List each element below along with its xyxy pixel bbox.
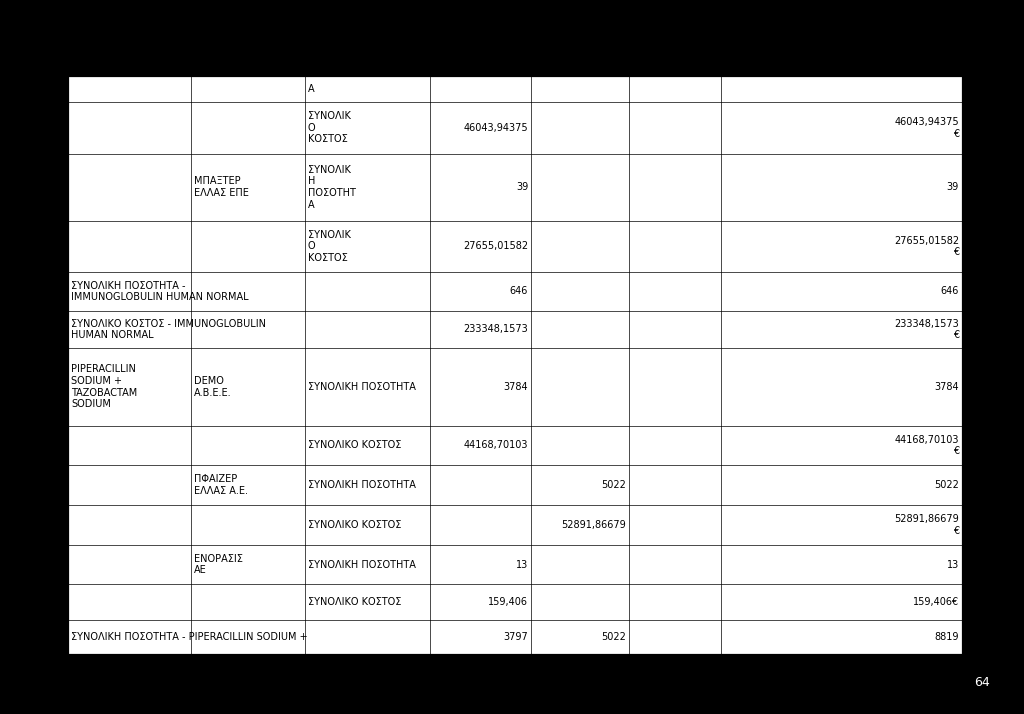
Text: 52891,86679: 52891,86679 (562, 520, 627, 530)
Text: 27655,01582: 27655,01582 (463, 241, 528, 251)
Text: ΣΥΝΟΛΙΚΟ ΚΟΣΤΟΣ: ΣΥΝΟΛΙΚΟ ΚΟΣΤΟΣ (308, 520, 401, 530)
Text: ΣΥΝΟΛΙΚΗ ΠΟΣΟΤΗΤΑ: ΣΥΝΟΛΙΚΗ ΠΟΣΟΤΗΤΑ (308, 480, 416, 490)
Text: 44168,70103: 44168,70103 (464, 441, 528, 451)
Text: 3784: 3784 (504, 382, 528, 392)
Text: Α: Α (308, 84, 314, 94)
Text: 5022: 5022 (601, 632, 627, 642)
Text: 64: 64 (974, 676, 990, 689)
Text: 5022: 5022 (601, 480, 627, 490)
Text: 5022: 5022 (934, 480, 959, 490)
Text: 27655,01582
€: 27655,01582 € (894, 236, 959, 257)
Text: ΜΠΑΞΤΕΡ
ΕΛΛΑΣ ΕΠΕ: ΜΠΑΞΤΕΡ ΕΛΛΑΣ ΕΠΕ (195, 176, 249, 198)
Text: ΣΥΝΟΛΙΚΗ ΠΟΣΟΤΗΤΑ: ΣΥΝΟΛΙΚΗ ΠΟΣΟΤΗΤΑ (308, 560, 416, 570)
Text: 159,406: 159,406 (488, 597, 528, 607)
Text: ΣΥΝΟΛΙΚΗ ΠΟΣΟΤΗΤΑ -
IMMUNOGLOBULIN HUMAN NORMAL: ΣΥΝΟΛΙΚΗ ΠΟΣΟΤΗΤΑ - IMMUNOGLOBULIN HUMAN… (71, 281, 249, 302)
Text: 646: 646 (510, 286, 528, 296)
Text: 13: 13 (516, 560, 528, 570)
Text: ΣΥΝΟΛΙΚΟ ΚΟΣΤΟΣ: ΣΥΝΟΛΙΚΟ ΚΟΣΤΟΣ (308, 441, 401, 451)
Text: PIPERACILLIN
SODIUM +
TAZOBACTAM
SODIUM: PIPERACILLIN SODIUM + TAZOBACTAM SODIUM (71, 364, 137, 409)
Text: 39: 39 (947, 182, 959, 192)
Text: 52891,86679
€: 52891,86679 € (894, 514, 959, 536)
Text: ΣΥΝΟΛΙΚΟ ΚΟΣΤΟΣ - IMMUNOGLOBULIN
HUMAN NORMAL: ΣΥΝΟΛΙΚΟ ΚΟΣΤΟΣ - IMMUNOGLOBULIN HUMAN N… (71, 318, 266, 340)
Text: ΣΥΝΟΛΙΚΟ ΚΟΣΤΟΣ: ΣΥΝΟΛΙΚΟ ΚΟΣΤΟΣ (308, 597, 401, 607)
Text: 13: 13 (947, 560, 959, 570)
Text: 233348,1573: 233348,1573 (463, 324, 528, 334)
Text: 39: 39 (516, 182, 528, 192)
Text: 46043,94375
€: 46043,94375 € (894, 117, 959, 139)
Text: 159,406€: 159,406€ (912, 597, 959, 607)
Text: ΣΥΝΟΛΙΚ
Ο
ΚΟΣΤΟΣ: ΣΥΝΟΛΙΚ Ο ΚΟΣΤΟΣ (308, 111, 351, 144)
Text: DEMO
Α.Β.Ε.Ε.: DEMO Α.Β.Ε.Ε. (195, 376, 232, 398)
Text: 3797: 3797 (504, 632, 528, 642)
Text: ΕΝΟΡΑΣΙΣ
ΑΕ: ΕΝΟΡΑΣΙΣ ΑΕ (195, 554, 244, 575)
Text: ΣΥΝΟΛΙΚΗ ΠΟΣΟΤΗΤΑ - PIPERACILLIN SODIUM +: ΣΥΝΟΛΙΚΗ ΠΟΣΟΤΗΤΑ - PIPERACILLIN SODIUM … (71, 632, 307, 642)
Text: ΠΦΑΙΖΕΡ
ΕΛΛΑΣ Α.Ε.: ΠΦΑΙΖΕΡ ΕΛΛΑΣ Α.Ε. (195, 474, 249, 496)
Text: ΣΥΝΟΛΙΚ
Η
ΠΟΣΟΤΗΤ
Α: ΣΥΝΟΛΙΚ Η ΠΟΣΟΤΗΤ Α (308, 165, 355, 209)
Text: ΣΥΝΟΛΙΚΗ ΠΟΣΟΤΗΤΑ: ΣΥΝΟΛΙΚΗ ΠΟΣΟΤΗΤΑ (308, 382, 416, 392)
Text: 46043,94375: 46043,94375 (464, 123, 528, 133)
Text: 44168,70103
€: 44168,70103 € (895, 435, 959, 456)
Text: 233348,1573
€: 233348,1573 € (894, 318, 959, 340)
Text: ΣΥΝΟΛΙΚ
Ο
ΚΟΣΤΟΣ: ΣΥΝΟΛΙΚ Ο ΚΟΣΤΟΣ (308, 230, 351, 263)
Text: 646: 646 (941, 286, 959, 296)
Text: 3784: 3784 (934, 382, 959, 392)
Text: 8819: 8819 (935, 632, 959, 642)
Bar (68, 76, 962, 654)
